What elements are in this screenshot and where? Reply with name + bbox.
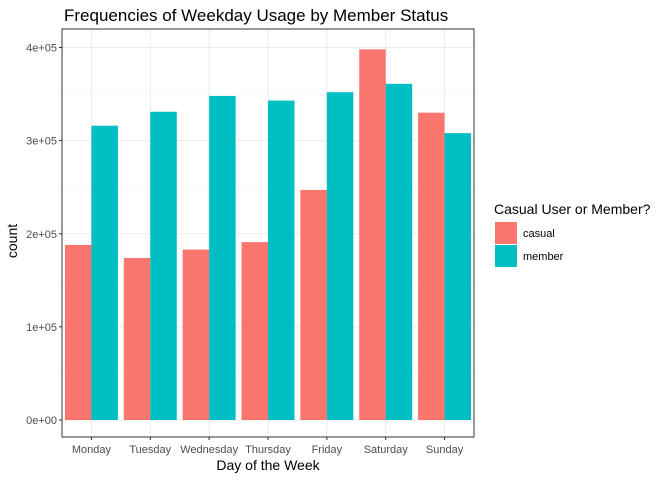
y-tick-label: 3e+05 — [26, 136, 57, 148]
y-tick-label: 0e+00 — [26, 415, 57, 427]
bar-member-saturday — [385, 83, 413, 420]
legend-title: Casual User or Member? — [494, 201, 651, 217]
x-tick-label: Sunday — [426, 444, 464, 456]
x-tick-label: Friday — [312, 444, 343, 456]
bar-casual-saturday — [359, 49, 386, 421]
chart-title: Frequencies of Weekday Usage by Member S… — [64, 6, 448, 25]
x-tick-label: Thursday — [245, 444, 291, 456]
bar-casual-sunday — [418, 112, 445, 420]
bar-member-wednesday — [209, 95, 236, 421]
bar-casual-tuesday — [123, 257, 151, 420]
bar-member-sunday — [444, 133, 472, 421]
bar-member-friday — [326, 92, 354, 420]
legend-label-member: member — [523, 251, 564, 263]
plot-area: 0e+00 1e+05 2e+05 3e+05 4e+05 Monday Tuesday We… — [26, 28, 475, 456]
y-axis-title: count — [4, 224, 20, 258]
bar-casual-friday — [300, 189, 327, 420]
x-tick-label: Monday — [72, 444, 112, 456]
x-tick-label: Saturday — [364, 444, 409, 456]
x-tick-label: Tuesday — [129, 444, 171, 456]
legend-key-casual — [495, 222, 517, 244]
y-tick-label: 1e+05 — [26, 322, 57, 334]
y-tick-label: 4e+05 — [26, 43, 57, 55]
bar-member-tuesday — [150, 111, 177, 420]
bar-member-monday — [91, 125, 118, 420]
legend-label-casual: casual — [523, 228, 555, 240]
y-tick-label: 2e+05 — [26, 229, 57, 241]
legend-key-member — [495, 245, 517, 267]
bar-member-thursday — [268, 100, 295, 421]
x-tick-label: Wednesday — [180, 444, 238, 456]
bar-casual-thursday — [241, 242, 268, 420]
x-axis-title: Day of the Week — [216, 457, 320, 473]
bar-casual-monday — [64, 244, 92, 420]
legend: Casual User or Member? casual member — [494, 201, 651, 267]
bar-casual-wednesday — [182, 249, 210, 420]
